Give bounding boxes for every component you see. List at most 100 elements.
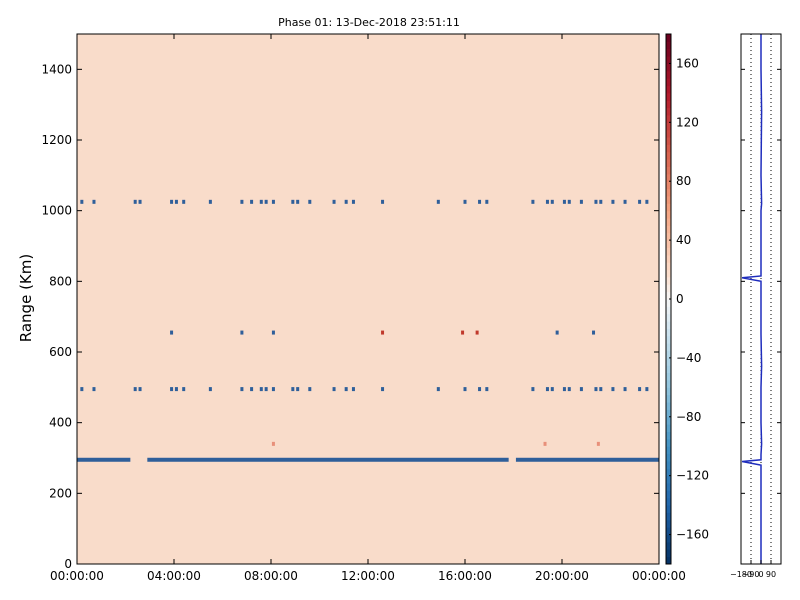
heatmap-cell <box>645 387 649 392</box>
colorbar-segment <box>666 490 671 499</box>
heatmap-cell <box>250 387 254 392</box>
heatmap-row <box>170 330 596 335</box>
y-tick-label: 1400 <box>41 62 72 76</box>
heatmap-cell <box>240 330 244 335</box>
colorbar-segment <box>666 328 671 337</box>
colorbar-segment <box>666 387 671 396</box>
x-tick-label: 04:00:00 <box>147 569 201 583</box>
x-tick-label: 20:00:00 <box>535 569 589 583</box>
heatmap-cell <box>138 387 142 392</box>
heatmap-cell <box>562 387 566 392</box>
heatmap-cell <box>638 387 642 392</box>
colorbar-segment <box>666 166 671 175</box>
heatmap-cell <box>138 199 142 204</box>
heatmap-cell <box>351 199 355 204</box>
heatmap-cell <box>623 199 627 204</box>
heatmap-cell <box>594 387 598 392</box>
colorbar-segment <box>666 269 671 278</box>
y-tick-label: 600 <box>49 345 72 359</box>
heatmap-cell <box>596 441 600 446</box>
heatmap-cell <box>485 199 489 204</box>
x-tick-label: 12:00:00 <box>341 569 395 583</box>
heatmap-cell <box>264 199 268 204</box>
heatmap-cell <box>485 387 489 392</box>
heatmap-cell <box>133 199 137 204</box>
colorbar-tick-label: 80 <box>676 174 691 188</box>
heatmap-cell <box>550 199 554 204</box>
heatmap-row <box>271 441 600 446</box>
heatmap-cell <box>170 199 174 204</box>
heatmap-cell <box>80 199 84 204</box>
heatmap-cell <box>182 387 186 392</box>
main-heatmap-plot: 0 200 400 600 800 1000 1200 1400 00:00:00 04:00:0… <box>41 33 686 583</box>
colorbar-segment <box>666 394 671 403</box>
colorbar-segment <box>666 70 671 79</box>
x-tick-label: 00:00:00 <box>50 569 104 583</box>
y-tick-label: 400 <box>49 416 72 430</box>
y-tick-label: 800 <box>49 274 72 288</box>
heatmap-cell <box>531 387 535 392</box>
heatmap-cell <box>592 330 596 335</box>
colorbar-tick-label: −40 <box>676 351 701 365</box>
heatmap-cell <box>562 199 566 204</box>
heatmap-cell <box>308 199 312 204</box>
heatmap-cell <box>240 387 244 392</box>
heatmap-cell <box>182 199 186 204</box>
heatmap-cell <box>332 199 336 204</box>
colorbar-segment <box>666 335 671 344</box>
heatmap-cell <box>567 387 571 392</box>
colorbar-segment <box>666 173 671 182</box>
colorbar-segment <box>666 48 671 57</box>
heatmap-cell <box>296 387 300 392</box>
colorbar-segment <box>666 379 671 388</box>
colorbar-segment <box>666 438 671 447</box>
heatmap-cell <box>463 387 467 392</box>
colorbar-tick-label: 0 <box>676 292 684 306</box>
colorbar-segment <box>666 225 671 234</box>
heatmap-cell <box>80 387 84 392</box>
profile-side-plot: −180−90 0 90 <box>730 33 782 579</box>
colorbar-segment <box>666 409 671 418</box>
colorbar-segment <box>666 240 671 248</box>
colorbar-segment <box>666 556 671 565</box>
profile-x-tick-label: −90 <box>743 570 760 579</box>
heatmap-cell <box>344 199 348 204</box>
heatmap-cell <box>170 387 174 392</box>
colorbar-segment <box>666 468 671 477</box>
heatmap-cell <box>344 387 348 392</box>
heatmap-cell <box>594 199 598 204</box>
heatmap-cell <box>579 199 583 204</box>
heatmap-cell <box>463 199 467 204</box>
colorbar-segment <box>666 475 671 484</box>
heatmap-cell <box>550 387 554 392</box>
colorbar-segment <box>666 527 671 536</box>
heatmap-cell <box>291 199 295 204</box>
heatmap-row <box>381 330 479 335</box>
colorbar-segment <box>666 541 671 550</box>
heatmap-cell <box>599 387 603 392</box>
x-tick-label: 00:00:00 <box>632 569 686 583</box>
colorbar-segment <box>666 416 671 425</box>
colorbar-segment <box>666 431 671 440</box>
colorbar-segment <box>666 343 671 352</box>
x-tick-label: 16:00:00 <box>438 569 492 583</box>
heatmap-cell <box>543 441 547 446</box>
colorbar-segment <box>666 284 671 293</box>
colorbar-segment <box>666 453 671 462</box>
colorbar-segment <box>666 181 671 190</box>
heatmap-cell <box>436 199 440 204</box>
colorbar-segment <box>666 365 671 374</box>
heatmap-cell <box>381 330 385 335</box>
heatmap-cell <box>264 387 268 392</box>
heatmap-cell <box>259 387 263 392</box>
colorbar-segment <box>666 291 671 300</box>
colorbar-segment <box>666 232 671 241</box>
heatmap-cell <box>531 199 535 204</box>
colorbar-segment <box>666 497 671 506</box>
heatmap-row <box>80 199 649 204</box>
heatmap-cell <box>332 387 336 392</box>
colorbar-segment <box>666 549 671 558</box>
heatmap-cell <box>271 330 275 335</box>
chart-title: Phase 01: 13-Dec-2018 23:51:11 <box>278 16 460 29</box>
